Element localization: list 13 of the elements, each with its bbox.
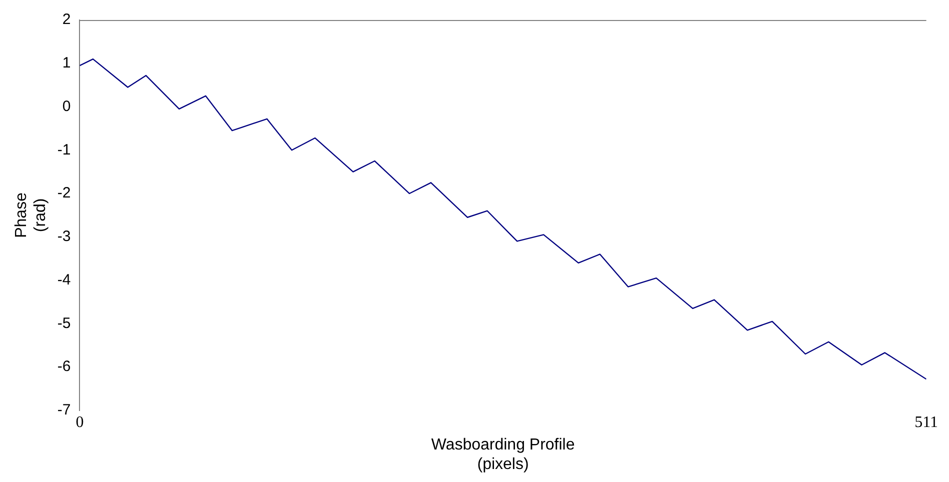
y-tick-label: 2 [62,11,71,28]
y-tick-label: -5 [57,314,71,332]
y-tick-label: -7 [57,402,71,419]
y-tick-label: -4 [57,271,71,288]
y-tick-label: -1 [57,141,71,158]
x-axis-title: Wasboarding Profile (pixels) [431,436,575,473]
y-tick-label: -2 [57,184,71,202]
x-tick-label: 511 [914,414,938,432]
y-tick-label: 0 [62,98,71,115]
y-tick-label: -6 [57,358,71,376]
y-axis-title: Phase (rad) [13,192,50,238]
y-tick-label: -3 [57,228,71,246]
y-tick-label: 1 [62,54,71,72]
